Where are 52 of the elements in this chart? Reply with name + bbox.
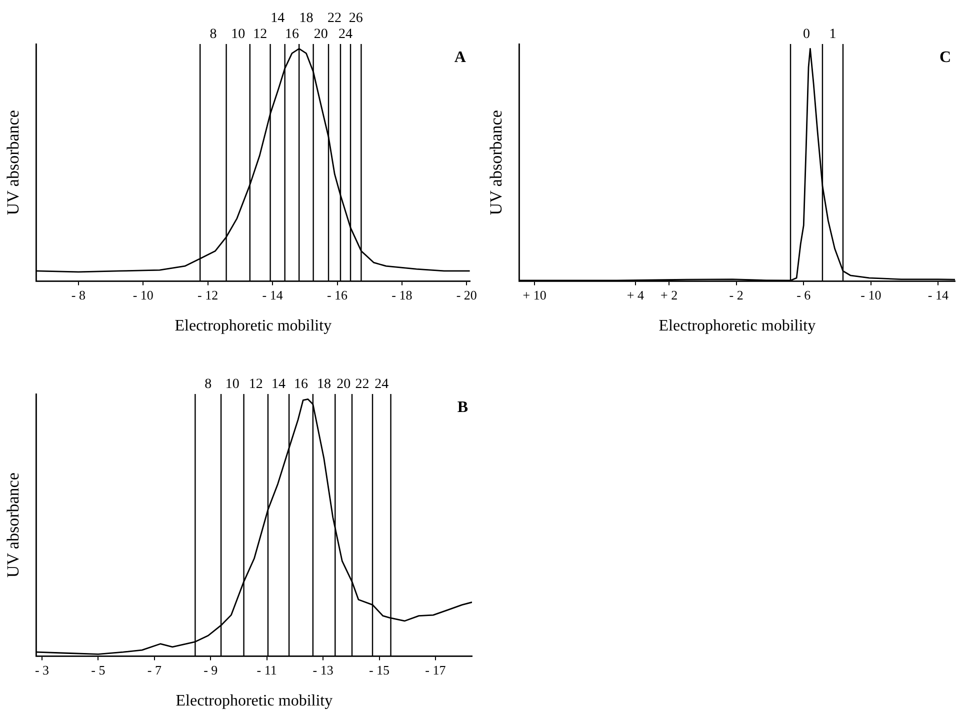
text: 26	[348, 11, 363, 26]
x-tick-label: - 14	[262, 287, 284, 302]
text: 18	[299, 11, 314, 26]
text: 16	[284, 27, 299, 42]
text: 10	[225, 377, 240, 392]
chart-title: B	[457, 399, 468, 416]
x-tick-label: - 12	[198, 287, 218, 302]
text: 14	[272, 377, 286, 392]
text: 8	[210, 27, 217, 42]
x-tick-label: - 6	[796, 287, 812, 302]
text: 22	[328, 11, 342, 26]
text: 10	[231, 27, 246, 42]
x-tick-label: - 15	[368, 662, 390, 678]
x-tick-label: - 11	[256, 662, 277, 678]
text: 0	[802, 27, 810, 42]
x-tick-label: + 10	[522, 287, 546, 302]
x-tick-label: - 3	[34, 662, 50, 678]
chart-title: A	[454, 49, 466, 66]
text: 24	[374, 377, 389, 392]
y-axis-title: UV absorbance	[4, 110, 23, 216]
x-tick-label: - 20	[456, 287, 477, 302]
text: 14	[270, 11, 285, 26]
x-tick-label: - 16	[326, 287, 348, 302]
y-axis-title: UV absorbance	[486, 110, 506, 216]
x-tick-label: - 7	[147, 662, 162, 678]
chart-title: C	[939, 49, 951, 66]
text: 8	[204, 377, 212, 392]
x-axis-title: Electrophoretic mobility	[176, 692, 333, 710]
text: 22	[355, 377, 370, 392]
x-tick-label: - 18	[392, 287, 412, 302]
x-tick-label: - 8	[71, 287, 86, 302]
x-axis-title: Electrophoretic mobility	[658, 318, 816, 335]
x-tick-label: - 13	[312, 662, 334, 678]
text: 12	[248, 377, 263, 392]
text: 12	[253, 27, 268, 42]
text: 24	[338, 27, 352, 42]
x-tick-label: - 10	[132, 287, 154, 302]
x-tick-label: + 4	[626, 287, 644, 302]
x-tick-label: - 9	[204, 662, 218, 678]
text: 20	[336, 377, 351, 392]
x-tick-label: - 10	[860, 287, 882, 302]
x-tick-label: - 17	[425, 662, 446, 678]
x-tick-label: - 5	[91, 662, 106, 678]
text: 18	[317, 377, 332, 392]
y-axis-title: UV absorbance	[4, 472, 23, 578]
text: 20	[314, 27, 328, 42]
x-axis-title: Electrophoretic mobility	[174, 318, 332, 335]
text: 16	[294, 377, 308, 392]
x-tick-label: + 2	[660, 287, 678, 302]
x-tick-label: - 2	[729, 287, 744, 302]
x-tick-label: - 14	[928, 287, 949, 302]
text: 1	[829, 27, 836, 42]
